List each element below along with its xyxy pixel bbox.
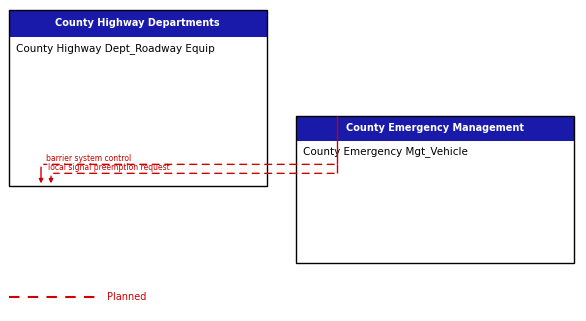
Text: County Emergency Management: County Emergency Management [346, 123, 524, 133]
Text: local signal preemption request: local signal preemption request [48, 163, 170, 172]
Text: County Emergency Mgt_Vehicle: County Emergency Mgt_Vehicle [303, 146, 468, 157]
Bar [9, 10, 267, 186]
Bar [296, 141, 574, 263]
Text: County Highway Dept_Roadway Equip: County Highway Dept_Roadway Equip [16, 43, 214, 54]
Bar [9, 37, 267, 186]
Text: County Highway Departments: County Highway Departments [56, 18, 220, 28]
Bar [9, 10, 267, 37]
Bar [296, 116, 574, 263]
Bar [296, 116, 574, 141]
Text: barrier system control: barrier system control [46, 154, 131, 163]
Text: Planned: Planned [107, 292, 146, 302]
